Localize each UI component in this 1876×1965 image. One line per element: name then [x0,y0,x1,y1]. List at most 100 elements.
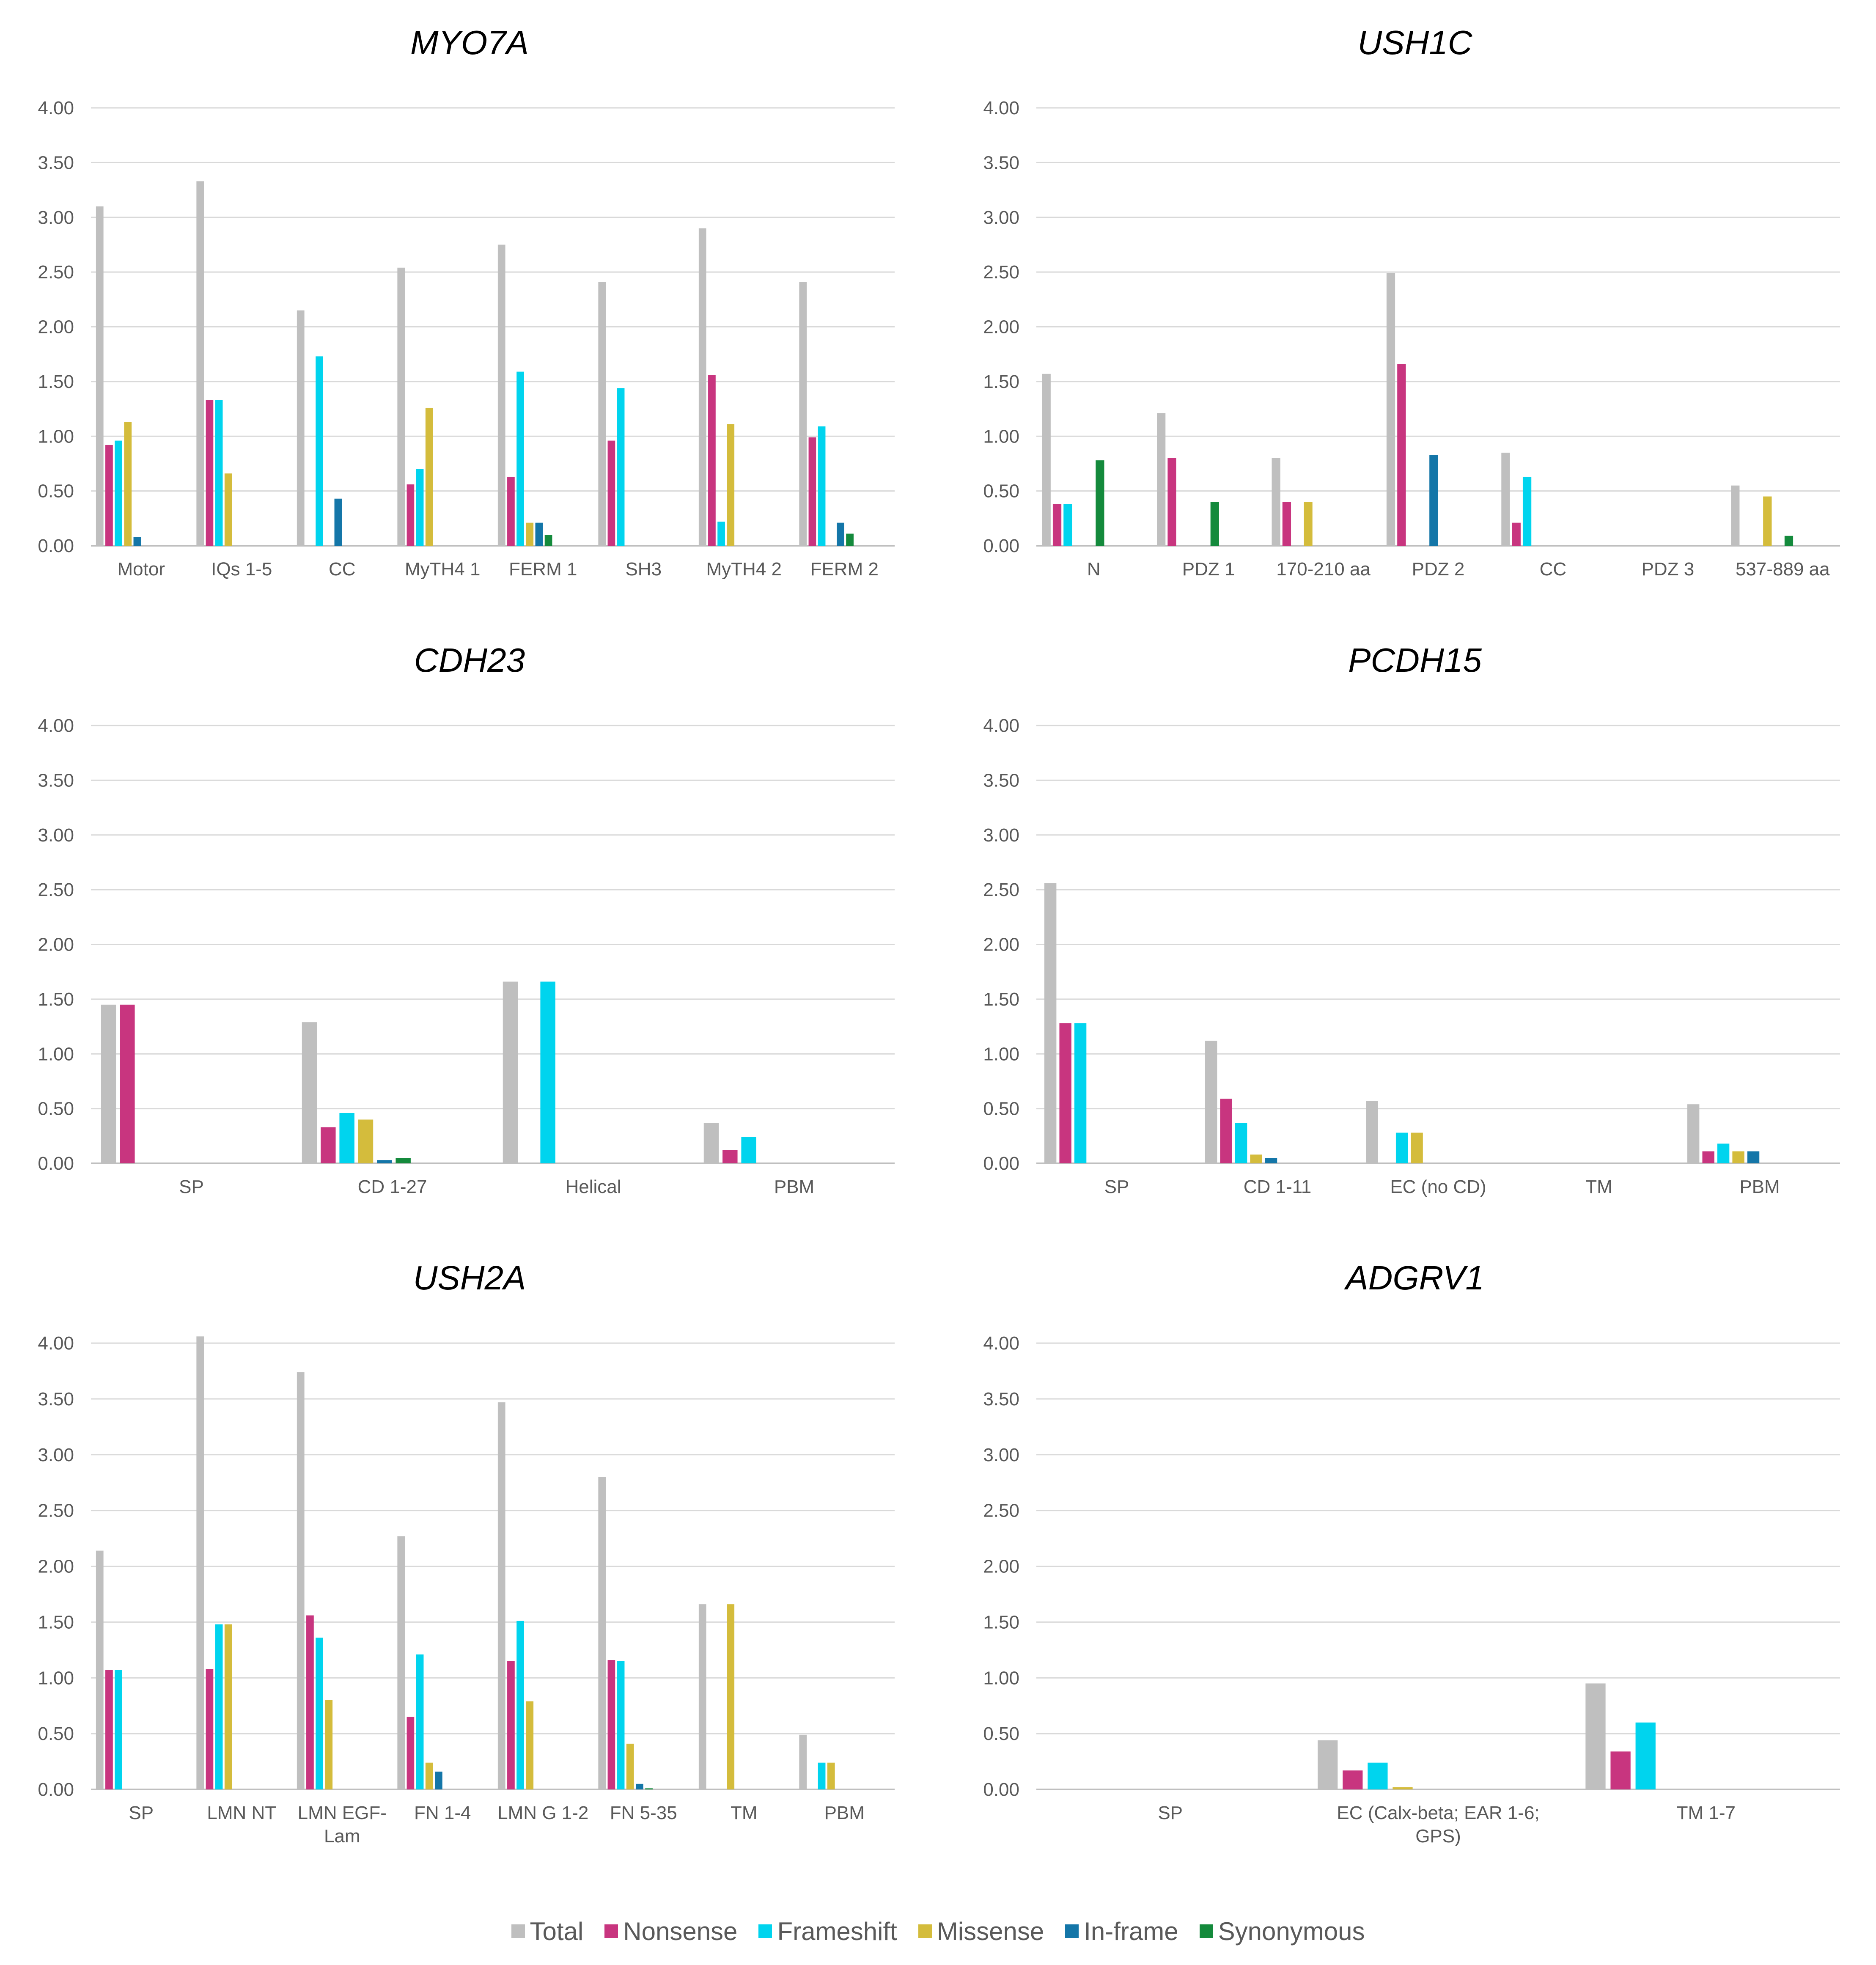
chart-cdh23-bar-total [703,1123,719,1163]
chart-pcdh15-bar-nonsense [1059,1023,1071,1163]
chart-ush1c-bar-frameshift [1063,504,1072,546]
chart-myo7a-title: MYO7A [410,24,529,61]
chart-myo7a-bar-total [297,310,305,546]
chart-cdh23-bar-missense [358,1119,374,1163]
legend-label-in-frame: In-frame [1084,1917,1178,1946]
chart-ush2a-ytick-label: 2.50 [38,1501,74,1521]
chart-adgrv1-xtick-label: SP [1158,1803,1183,1823]
chart-adgrv1-xtick-label: TM 1-7 [1677,1803,1736,1823]
chart-myo7a-bar-frameshift [316,356,323,546]
chart-myo7a-xtick-label: FERM 2 [810,559,879,580]
chart-myo7a-bar-nonsense [607,440,615,546]
legend-item-in-frame[interactable]: In-frame [1065,1917,1178,1946]
chart-ush1c-bar-in-frame [1429,455,1438,546]
chart-adgrv1-ytick-label: 1.00 [983,1668,1019,1688]
chart-adgrv1-ytick-label: 0.00 [983,1779,1019,1800]
chart-cdh23-bar-total [101,1004,116,1163]
chart-myo7a-bar-total [397,267,405,546]
chart-cdh23-ytick-label: 1.00 [38,1044,74,1064]
chart-ush1c-bar-total [1731,485,1740,546]
chart-ush2a-bar-frameshift [316,1638,323,1789]
chart-adgrv1-ytick-label: 3.00 [983,1445,1019,1465]
legend-item-nonsense[interactable]: Nonsense [604,1917,737,1946]
chart-cdh23-bar-nonsense [722,1150,738,1163]
chart-myo7a-bar-nonsense [105,445,113,546]
chart-cdh23-bar-total [302,1022,317,1163]
chart-ush2a-bar-total [698,1604,706,1789]
chart-ush1c-bar-total [1386,273,1395,546]
chart-pcdh15-bar-total [1205,1041,1217,1163]
legend-label-synonymous: Synonymous [1218,1917,1365,1946]
chart-cdh23-xtick-label: SP [179,1176,204,1197]
chart-ush2a-bar-in-frame [636,1784,643,1789]
chart-ush2a-bar-frameshift [115,1670,122,1789]
chart-cdh23-ytick-label: 1.50 [38,989,74,1010]
chart-myo7a-bar-total [196,181,204,546]
chart-ush2a-bar-missense [526,1701,534,1789]
chart-ush1c-xtick-label: PDZ 1 [1182,559,1235,580]
chart-pcdh15-xtick-label: EC (no CD) [1390,1176,1486,1197]
chart-myo7a-bar-frameshift [115,440,122,546]
chart-ush2a-bar-nonsense [407,1717,415,1789]
chart-myo7a-bar-frameshift [617,388,625,546]
chart-myo7a-bar-frameshift [818,426,826,546]
chart-ush2a-ytick-label: 1.50 [38,1612,74,1632]
chart-adgrv1-ytick-label: 1.50 [983,1612,1019,1632]
chart-ush2a-bar-missense [727,1604,735,1789]
chart-ush2a-bar-total [598,1477,606,1789]
chart-ush1c-xtick-label: PDZ 2 [1412,559,1465,580]
chart-cdh23-ytick-label: 0.00 [38,1153,74,1174]
chart-ush2a-bar-nonsense [206,1669,214,1789]
chart-pcdh15-ytick-label: 3.00 [983,825,1019,846]
chart-ush1c-xtick-label: CC [1540,559,1567,580]
chart-ush1c-bar-frameshift [1522,476,1532,546]
chart-cdh23-bar-nonsense [120,1004,135,1163]
chart-pcdh15-bar-nonsense [1702,1151,1714,1163]
chart-pcdh15-ytick-label: 2.50 [983,879,1019,900]
chart-myo7a-bar-missense [526,522,534,546]
chart-ush1c-bar-synonymous [1784,536,1794,546]
chart-pcdh15-ytick-label: 0.00 [983,1153,1019,1174]
chart-myo7a-bar-synonymous [846,533,854,546]
chart-ush1c-xtick-label: N [1087,559,1101,580]
chart-pcdh15-ytick-label: 2.00 [983,934,1019,955]
chart-myo7a-bar-nonsense [206,400,214,546]
chart-myo7a-bar-missense [727,424,735,546]
chart-myo7a-ytick-label: 1.50 [38,371,74,392]
chart-myo7a-ytick-label: 4.00 [38,98,74,118]
chart-ush2a-ytick-label: 0.00 [38,1779,74,1800]
chart-pcdh15-bar-total [1044,883,1057,1163]
chart-ush2a-bar-nonsense [507,1661,515,1789]
chart-ush1c-bar-total [1042,374,1051,546]
chart-myo7a-ytick-label: 3.00 [38,207,74,228]
chart-cdh23-xtick-label: PBM [774,1176,814,1197]
chart-cdh23-ytick-label: 2.50 [38,879,74,900]
chart-ush2a-xtick-label: LMN EGF-Lam [298,1803,387,1847]
chart-pcdh15-bar-frameshift [1235,1123,1247,1163]
chart-cdh23-bar-total [503,981,518,1163]
chart-pcdh15-ytick-label: 1.50 [983,989,1019,1010]
chart-ush2a-bar-total [196,1336,204,1789]
legend-item-missense[interactable]: Missense [918,1917,1044,1946]
chart-ush2a-bar-frameshift [516,1621,524,1789]
chart-myo7a-ytick-label: 0.00 [38,536,74,556]
chart-ush2a-ytick-label: 1.00 [38,1668,74,1688]
chart-myo7a-bar-synonymous [544,535,552,546]
chart-myo7a-bar-frameshift [215,400,223,546]
legend-item-frameshift[interactable]: Frameshift [758,1917,897,1946]
chart-myo7a-bar-in-frame [334,498,342,546]
chart-ush1c-bar-missense [1304,502,1313,546]
chart-ush1c-ytick-label: 1.00 [983,426,1019,447]
chart-pcdh15-bar-nonsense [1220,1099,1232,1163]
legend-label-total: Total [530,1917,584,1946]
chart-myo7a-bar-total [598,282,606,546]
legend-item-total[interactable]: Total [511,1917,584,1946]
chart-ush2a-bar-total [397,1536,405,1789]
chart-myo7a-bar-frameshift [717,522,725,546]
chart-myo7a-bar-total [497,245,505,546]
legend-item-synonymous[interactable]: Synonymous [1199,1917,1365,1946]
